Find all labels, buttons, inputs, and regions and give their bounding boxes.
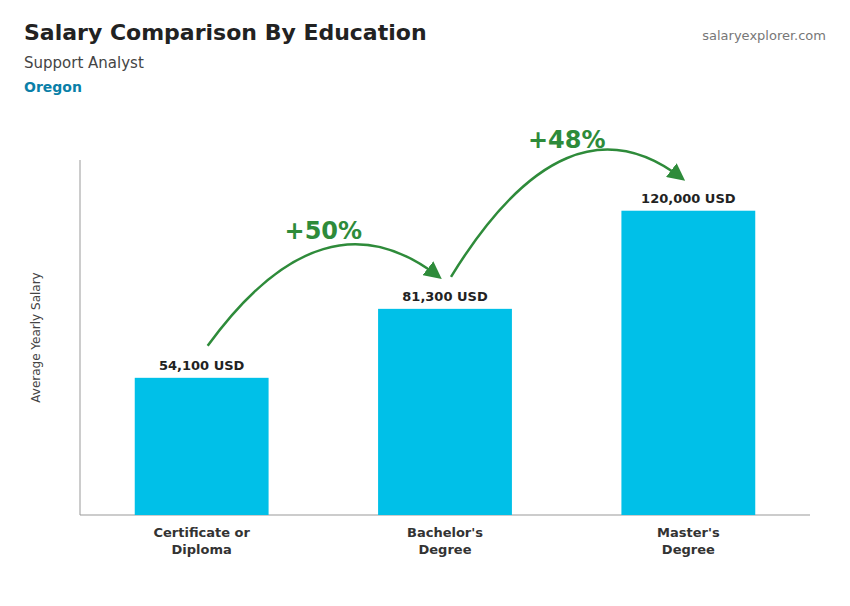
category-label: Bachelor's Degree [407,525,483,557]
data-label: 81,300 USD [402,289,488,304]
category-label: Master's Degree [657,525,720,557]
change-arrow [208,244,439,346]
y-axis-line [80,160,81,515]
category-label-line: Certificate or [153,525,250,540]
change-label: +48% [528,126,606,154]
change-arrow [451,150,682,277]
y-axis-label: Average Yearly Salary [29,272,43,402]
category-label: Certificate or Diploma [153,525,250,557]
location: Oregon [24,79,82,95]
data-label: 120,000 USD [641,191,736,206]
category-label-line: Diploma [172,542,232,557]
chart: Salary Comparison By Education Support An… [0,0,850,606]
bar [621,211,755,515]
category-label-line: Bachelor's [407,525,483,540]
watermark: salaryexplorer.com [702,28,826,43]
category-label-line: Master's [657,525,720,540]
chart-container: Salary Comparison By Education Support An… [0,0,850,606]
subtitle: Support Analyst [24,54,144,72]
data-label: 54,100 USD [159,358,245,373]
category-label-line: Degree [662,542,715,557]
bar [135,378,269,515]
category-label-line: Degree [419,542,472,557]
change-label: +50% [285,217,363,245]
bars [135,211,756,515]
title: Salary Comparison By Education [24,20,427,45]
bar [378,309,512,515]
